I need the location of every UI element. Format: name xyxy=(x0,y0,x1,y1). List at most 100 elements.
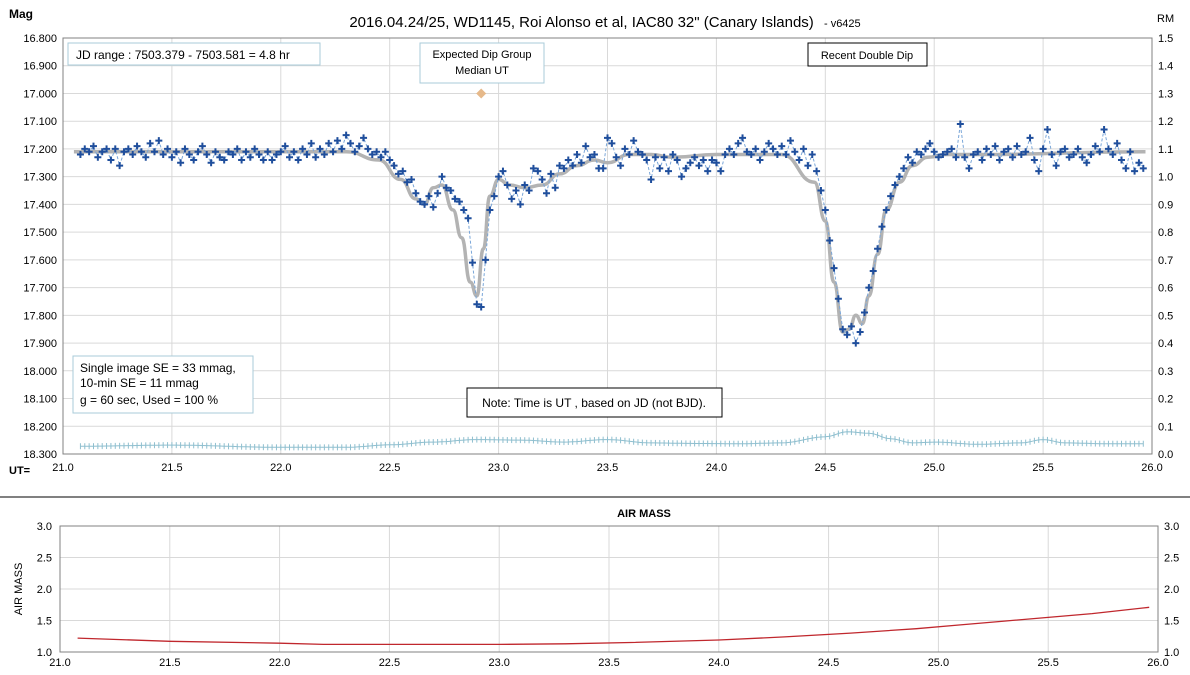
data-point xyxy=(921,145,929,153)
data-point xyxy=(948,145,956,153)
data-point xyxy=(447,187,455,195)
data-point xyxy=(978,156,986,164)
data-point xyxy=(795,156,803,164)
data-point xyxy=(203,150,211,158)
data-point xyxy=(752,145,760,153)
data-point xyxy=(987,150,995,158)
data-point xyxy=(342,131,350,139)
data-point xyxy=(425,192,433,200)
data-point xyxy=(394,170,402,178)
airmass-y-tick: 3.0 xyxy=(37,521,52,533)
data-point xyxy=(991,142,999,150)
data-point xyxy=(259,156,267,164)
data-point xyxy=(290,148,298,156)
data-point xyxy=(974,148,982,156)
y-tick-label: 17.600 xyxy=(23,255,57,267)
data-point xyxy=(503,181,511,189)
data-point xyxy=(669,150,677,158)
data-point xyxy=(895,173,903,181)
y-tick-label: 17.000 xyxy=(23,88,57,100)
data-point xyxy=(638,150,646,158)
data-point xyxy=(1009,153,1017,161)
airmass-line xyxy=(77,606,1150,646)
data-point xyxy=(556,162,564,170)
y-tick-label: 17.200 xyxy=(23,144,57,156)
data-point xyxy=(146,139,154,147)
chart-title: 2016.04.24/25, WD1145, Roi Alonso et al,… xyxy=(349,14,860,31)
data-point xyxy=(512,187,520,195)
airmass-x-tick: 26.0 xyxy=(1147,657,1168,669)
y2-tick-label: 0.2 xyxy=(1158,394,1173,406)
data-point xyxy=(421,200,429,208)
x-tick-label: 24.5 xyxy=(815,462,836,474)
data-point xyxy=(268,156,276,164)
data-point xyxy=(281,142,289,150)
airmass-y-tick: 1.5 xyxy=(37,616,52,628)
airmass-y2-tick: 2.0 xyxy=(1164,584,1179,596)
x-tick-label: 23.0 xyxy=(488,462,509,474)
data-point xyxy=(739,134,747,142)
points-connector xyxy=(80,123,1144,345)
airmass-y-tick: 1.0 xyxy=(37,647,52,659)
data-point xyxy=(1118,156,1126,164)
data-point xyxy=(368,150,376,158)
data-point xyxy=(207,159,215,167)
data-point xyxy=(826,236,834,244)
data-point xyxy=(312,153,320,161)
data-point xyxy=(691,153,699,161)
y-tick-label: 17.100 xyxy=(23,116,57,128)
data-point xyxy=(277,148,285,156)
data-point xyxy=(843,331,851,339)
data-point xyxy=(630,137,638,145)
data-point xyxy=(159,150,167,158)
data-point xyxy=(464,214,472,222)
airmass-plot-area xyxy=(59,525,1159,653)
data-point xyxy=(98,148,106,156)
data-point xyxy=(1057,148,1065,156)
data-point xyxy=(560,164,568,172)
data-point xyxy=(756,156,764,164)
data-point xyxy=(686,159,694,167)
data-point xyxy=(516,200,524,208)
y-tick-label: 18.200 xyxy=(23,421,57,433)
data-point xyxy=(381,148,389,156)
data-point xyxy=(1139,164,1147,172)
data-point xyxy=(621,145,629,153)
data-point xyxy=(181,145,189,153)
data-point xyxy=(956,120,964,128)
data-point xyxy=(286,153,294,161)
data-point xyxy=(969,150,977,158)
data-point xyxy=(438,173,446,181)
data-point xyxy=(721,150,729,158)
data-point xyxy=(874,245,882,253)
airmass-x-tick: 22.0 xyxy=(269,657,290,669)
data-point xyxy=(172,148,180,156)
data-point xyxy=(320,150,328,158)
top-plot-area xyxy=(62,37,1153,455)
data-point xyxy=(1070,150,1078,158)
airmass-y2-tick: 2.5 xyxy=(1164,553,1179,565)
data-point xyxy=(651,153,659,161)
data-point xyxy=(935,153,943,161)
data-point xyxy=(116,162,124,170)
data-point xyxy=(412,189,420,197)
data-point xyxy=(194,148,202,156)
data-point xyxy=(434,189,442,197)
data-point xyxy=(908,159,916,167)
data-point xyxy=(965,164,973,172)
data-point xyxy=(682,164,690,172)
data-point xyxy=(499,167,507,175)
data-point xyxy=(590,150,598,158)
data-point xyxy=(847,322,855,330)
airmass-x-tick: 21.0 xyxy=(49,657,70,669)
jd-range-box: JD range : 7503.379 - 7503.581 = 4.8 hr xyxy=(67,42,321,66)
airmass-x-tick: 24.0 xyxy=(708,657,729,669)
data-point xyxy=(264,148,272,156)
data-point xyxy=(656,164,664,172)
y-tick-label: 17.800 xyxy=(23,310,57,322)
data-point xyxy=(534,167,542,175)
data-point xyxy=(107,156,115,164)
x-tick-label: 22.0 xyxy=(270,462,291,474)
data-point xyxy=(582,142,590,150)
